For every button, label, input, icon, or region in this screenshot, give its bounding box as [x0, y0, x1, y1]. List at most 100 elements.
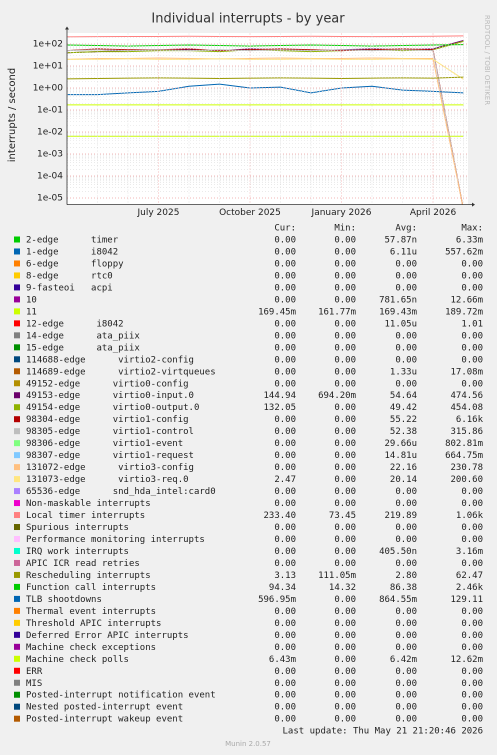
legend-label: Machine check polls [26, 655, 129, 665]
legend-stat: 0.00 [274, 607, 296, 617]
legend-stat: 0.00 [334, 535, 356, 545]
chart-title: Individual interrupts - by year [151, 12, 345, 27]
legend-stat: 0.00 [334, 679, 356, 689]
legend-stat: 161.77m [318, 307, 356, 317]
legend-stat: 0.00 [395, 259, 417, 269]
legend-stat: 0.00 [274, 487, 296, 497]
legend-stat: 0.00 [334, 655, 356, 665]
legend-stat: 0.00 [395, 499, 417, 509]
legend-stat: 0.00 [334, 667, 356, 677]
legend-stat: 0.00 [334, 703, 356, 713]
legend-swatch [14, 332, 20, 339]
legend-stat: 0.00 [395, 691, 417, 701]
legend-stat: 0.00 [395, 355, 417, 365]
legend-stat: 0.00 [274, 691, 296, 701]
legend-swatch [14, 308, 20, 315]
legend-stat: 189.72m [445, 307, 483, 317]
legend-stat: 55.22 [390, 415, 417, 425]
legend-stat: 1.33u [390, 367, 417, 377]
legend-swatch [14, 284, 20, 291]
legend-stat: 781.65n [379, 295, 417, 305]
legend-swatch [14, 512, 20, 519]
legend-stat: 0.00 [274, 499, 296, 509]
legend-stat: 0.00 [334, 463, 356, 473]
legend-swatch [14, 368, 20, 375]
footer: Munin 2.0.57 [225, 740, 271, 748]
legend-label: 11 [26, 307, 37, 317]
legend-stat: 0.00 [461, 535, 483, 545]
legend-label: Posted-interrupt notification event [26, 691, 216, 701]
legend-label: 114689-edge virtio2-virtqueues [26, 367, 216, 377]
legend-swatch [14, 452, 20, 459]
legend-stat: 596.95m [258, 595, 296, 605]
legend-stat: 14.32 [329, 583, 356, 593]
legend-stat: 0.00 [461, 631, 483, 641]
legend-stat: 0.00 [334, 547, 356, 557]
legend-stat: 0.00 [334, 271, 356, 281]
legend-stat: 129.11 [450, 595, 483, 605]
legend-stat: 0.00 [334, 607, 356, 617]
legend-stat: 12.66m [450, 295, 483, 305]
legend-stat: 0.00 [274, 535, 296, 545]
legend-stat: 0.00 [274, 679, 296, 689]
legend-stat: 0.00 [334, 343, 356, 353]
legend-stat: 0.00 [274, 715, 296, 725]
legend-stat: 0.00 [334, 691, 356, 701]
legend-stat: 0.00 [461, 487, 483, 497]
legend-stat: 0.00 [334, 283, 356, 293]
legend-stat: 57.87n [384, 236, 417, 246]
legend-stat: 0.00 [274, 355, 296, 365]
legend-stat: 0.00 [334, 236, 356, 246]
legend-stat: 0.00 [395, 643, 417, 653]
legend-stat: 0.00 [274, 271, 296, 281]
legend-stat: 0.00 [461, 283, 483, 293]
legend-label: 12-edge i8042 [26, 319, 124, 329]
legend-stat: 0.00 [334, 295, 356, 305]
legend-stat: 22.16 [390, 463, 417, 473]
legend-stat: 0.00 [334, 487, 356, 497]
legend-swatch [14, 547, 20, 554]
legend-stat: 0.00 [334, 259, 356, 269]
legend-stat: 0.00 [395, 331, 417, 341]
legend-stat: 0.00 [461, 379, 483, 389]
legend-stat: 0.00 [274, 259, 296, 269]
legend-swatch [14, 320, 20, 327]
legend-stat: 0.00 [274, 379, 296, 389]
legend-stat: 0.00 [274, 703, 296, 713]
legend-swatch [14, 667, 20, 674]
legend-stat: 169.45m [258, 307, 296, 317]
legend-stat: 405.50n [379, 547, 417, 557]
legend-stat: 219.89 [384, 511, 417, 521]
legend-stat: 0.00 [395, 379, 417, 389]
legend-stat: 0.00 [395, 715, 417, 725]
legend-swatch [14, 631, 20, 638]
legend-stat: 0.00 [395, 343, 417, 353]
legend-stat: 0.00 [274, 319, 296, 329]
legend-stat: 111.05m [318, 571, 356, 581]
legend-label: 2-edge timer [26, 236, 119, 246]
legend-label: APIC ICR read retries [26, 559, 140, 569]
series-line [67, 76, 464, 80]
legend-swatch [14, 583, 20, 590]
legend-stat: 0.00 [274, 247, 296, 257]
legend-swatch [14, 296, 20, 303]
legend-stat: 0.00 [274, 343, 296, 353]
legend-stat: 11.05u [384, 319, 417, 329]
legend-stat: 0.00 [334, 247, 356, 257]
legend-stat: 0.00 [461, 715, 483, 725]
legend-swatch [14, 236, 20, 243]
legend-stat: 557.62m [445, 247, 483, 257]
legend-stat: 0.00 [274, 236, 296, 246]
legend-label: 10 [26, 295, 37, 305]
legend-swatch [14, 536, 20, 542]
legend-stat: 0.00 [461, 691, 483, 701]
legend-swatch [14, 524, 20, 531]
legend-stat: 0.00 [461, 619, 483, 629]
x-tick-label: April 2026 [410, 208, 457, 218]
legend-label: 131073-edge virtio3-req.0 [26, 475, 189, 485]
legend-label: 98307-edge virtio1-request [26, 451, 194, 461]
legend-stat: 2.46k [456, 583, 484, 593]
legend-label: 6-edge floppy [26, 259, 124, 269]
legend-stat: 0.00 [334, 427, 356, 437]
legend-stat: 1.06k [456, 511, 484, 521]
